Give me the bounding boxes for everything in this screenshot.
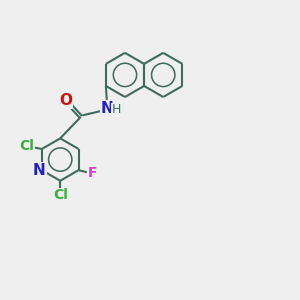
Text: O: O xyxy=(60,93,73,108)
Text: Cl: Cl xyxy=(53,188,68,203)
Text: H: H xyxy=(112,103,121,116)
Text: N: N xyxy=(101,100,114,116)
Text: Cl: Cl xyxy=(20,139,34,153)
Text: F: F xyxy=(88,166,98,180)
Text: N: N xyxy=(33,163,46,178)
